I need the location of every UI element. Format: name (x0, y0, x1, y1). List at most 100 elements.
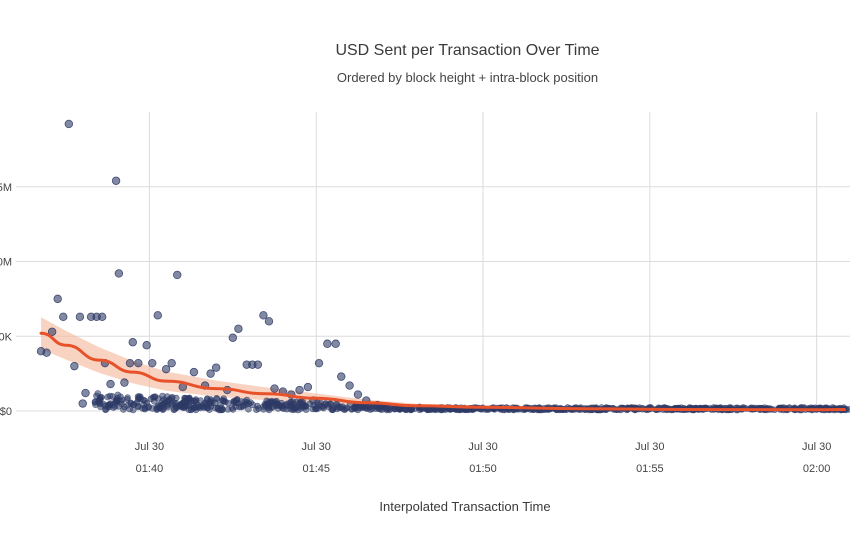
cluster-point (228, 404, 236, 412)
y-axis-ticks: $0 0K 0M 5M (0, 182, 13, 418)
confidence-band (41, 317, 845, 412)
cluster-point (117, 398, 125, 405)
data-point (253, 360, 263, 369)
cluster-point (272, 402, 280, 410)
x-tick-date-label: Jul 30 (302, 441, 331, 453)
cluster-point (163, 401, 171, 408)
cluster-point (104, 401, 112, 409)
data-point (64, 119, 74, 129)
cluster-point (333, 401, 341, 408)
cluster-point (139, 405, 146, 412)
cluster-point (190, 404, 198, 411)
x-tick-date-label: Jul 30 (135, 441, 164, 453)
data-point (323, 339, 332, 348)
cluster-point (261, 400, 269, 408)
data-point (228, 333, 238, 342)
data-point (59, 312, 68, 322)
x-tick-date-label: Jul 30 (468, 441, 497, 453)
cluster-point (207, 403, 215, 410)
data-point (120, 378, 129, 387)
y-tick-label: 5M (0, 182, 12, 194)
cluster-point (267, 398, 275, 405)
x-tick-time-label: 01:50 (469, 463, 497, 475)
cluster-point (320, 404, 327, 412)
cluster-point (123, 396, 131, 403)
data-point (125, 358, 135, 368)
x-axis-label: Interpolated Transaction Time (379, 499, 551, 514)
trend-curve (39, 331, 846, 412)
data-point (134, 358, 143, 368)
y-tick-label: 0M (0, 257, 12, 269)
cluster-point (147, 395, 155, 403)
x-tick-time-label: 01:45 (302, 463, 330, 475)
cluster-point (133, 399, 141, 406)
cluster-point (213, 395, 221, 403)
data-point (211, 363, 221, 372)
cluster-point (181, 394, 188, 402)
data-point (206, 369, 215, 378)
cluster-point (97, 396, 104, 404)
cluster-point (163, 393, 171, 400)
cluster-point (134, 393, 142, 400)
data-point (78, 399, 87, 408)
data-point (153, 311, 162, 320)
x-tick-date-label: Jul 30 (802, 441, 831, 453)
data-point (97, 312, 107, 322)
data-point (106, 379, 115, 389)
data-point (75, 312, 85, 322)
x-tick-time-label: 01:40 (136, 463, 164, 475)
x-tick-date-label: Jul 30 (635, 441, 664, 453)
cluster-point (219, 406, 226, 413)
data-point (189, 367, 199, 377)
x-axis-ticks: Jul 30 01:40 Jul 30 01:45 Jul 30 01:50 Jul 30 0… (135, 441, 832, 475)
data-point (161, 364, 171, 374)
cluster-point (302, 403, 309, 410)
data-point (114, 269, 124, 278)
chart-subtitle: Ordered by block height + intra-block po… (336, 70, 599, 85)
cluster-point (222, 398, 229, 406)
cluster-point (186, 398, 193, 406)
data-point (234, 324, 243, 333)
data-point (81, 388, 90, 398)
data-point (42, 348, 51, 357)
x-tick-time-label: 01:55 (636, 463, 664, 475)
data-point (314, 358, 324, 368)
cluster-point (240, 401, 247, 409)
cluster-point (245, 405, 252, 413)
data-point (345, 381, 354, 390)
cluster-point (121, 403, 128, 411)
data-point (270, 384, 279, 393)
data-point (303, 382, 313, 392)
data-point (111, 176, 121, 185)
data-point (259, 311, 268, 320)
trend-line (39, 331, 846, 412)
cluster-point (232, 399, 240, 407)
y-tick-label: $0 (0, 406, 12, 418)
data-point (53, 294, 62, 304)
cluster-point (363, 404, 371, 412)
cluster-point (154, 395, 162, 402)
cluster-point (309, 405, 317, 413)
cluster-point (284, 400, 291, 408)
cluster-point (149, 405, 156, 412)
data-point (128, 338, 137, 347)
data-point (148, 358, 157, 368)
data-point (167, 358, 176, 368)
data-point (142, 341, 151, 350)
cluster-point (203, 395, 211, 403)
data-point (173, 270, 182, 280)
data-point (264, 317, 274, 326)
chart-title: USD Sent per Transaction Over Time (335, 42, 600, 59)
data-point (70, 361, 79, 371)
cluster-point (249, 401, 257, 409)
cluster-point (158, 404, 166, 411)
cluster-point (129, 406, 137, 414)
data-point (353, 390, 363, 399)
cluster-point (352, 403, 359, 410)
data-point (47, 327, 57, 336)
x-tick-time-label: 02:00 (803, 463, 831, 475)
y-tick-label: 0K (0, 331, 13, 343)
data-point (337, 372, 346, 381)
cluster-point (292, 404, 299, 411)
